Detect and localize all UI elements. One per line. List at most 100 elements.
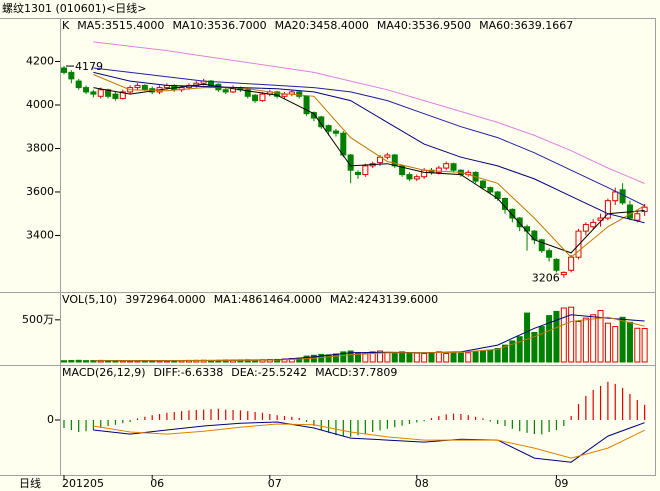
candle-body bbox=[281, 93, 288, 97]
ma-line bbox=[93, 83, 645, 254]
volume-bar bbox=[502, 344, 508, 363]
volume-bar bbox=[516, 336, 523, 363]
legend-entry: 3972964.0000 bbox=[125, 293, 205, 306]
volume-bar bbox=[524, 312, 531, 363]
candle-body bbox=[318, 116, 325, 128]
volume-bar bbox=[612, 326, 619, 363]
candle-body bbox=[296, 91, 303, 97]
candle-body bbox=[340, 132, 347, 156]
legend-entry: MA1:4861464.0000 bbox=[214, 293, 322, 306]
y-tick-label: 0 bbox=[47, 413, 54, 426]
legend-entry: MA20:3458.4000 bbox=[275, 19, 369, 32]
candle-body bbox=[68, 71, 75, 80]
candle-body bbox=[332, 130, 339, 134]
candle-body bbox=[546, 250, 553, 258]
candle-body bbox=[362, 165, 369, 176]
volume-bar bbox=[457, 352, 464, 363]
low-label: 3206 bbox=[532, 272, 560, 285]
candle-body bbox=[575, 230, 582, 258]
legend-entry: DIFF:-6.6338 bbox=[154, 366, 224, 379]
candle-body bbox=[119, 91, 126, 99]
candle-body bbox=[244, 89, 251, 97]
candle-body bbox=[502, 197, 508, 210]
volume-bar bbox=[494, 348, 501, 363]
x-axis-label: 日线 bbox=[19, 476, 41, 490]
candle-body bbox=[641, 206, 648, 213]
volume-bar bbox=[384, 352, 391, 363]
legend-entry: MA40:3536.9500 bbox=[377, 19, 471, 32]
legend-entry: MA2:4243139.6000 bbox=[330, 293, 438, 306]
candle-body bbox=[619, 189, 626, 204]
volume-bar bbox=[450, 351, 457, 363]
legend-entry: MA10:3536.7000 bbox=[172, 19, 266, 32]
legend-entry: MA60:3639.1667 bbox=[479, 19, 573, 32]
candle-body bbox=[435, 167, 442, 173]
candle-body bbox=[325, 125, 332, 132]
volume-bar bbox=[590, 314, 597, 363]
candle-body bbox=[259, 93, 266, 102]
candle-body bbox=[97, 89, 104, 97]
ma-line bbox=[93, 71, 645, 224]
volume-bar bbox=[340, 351, 347, 363]
volume-bar bbox=[362, 353, 369, 363]
candle-body bbox=[384, 154, 391, 158]
candle-body bbox=[222, 89, 229, 93]
volume-bar bbox=[634, 327, 641, 363]
x-tick-label: 07 bbox=[268, 477, 282, 490]
ma-line bbox=[93, 41, 645, 184]
x-tick-label: 09 bbox=[554, 477, 568, 490]
legend-entry: MACD:37.7809 bbox=[315, 366, 397, 379]
candle-body bbox=[421, 169, 428, 178]
volume-bar bbox=[369, 351, 376, 363]
volume-bar bbox=[68, 359, 75, 363]
volume-bar bbox=[597, 310, 604, 363]
candle-body bbox=[479, 180, 486, 189]
volume-bar bbox=[435, 351, 442, 363]
volume-bar bbox=[83, 360, 90, 363]
volume-bar bbox=[604, 322, 611, 363]
y-tick-label: 3400 bbox=[26, 228, 54, 241]
volume-bar bbox=[479, 350, 486, 363]
volume-bar bbox=[406, 352, 413, 363]
y-tick-label: 3600 bbox=[26, 185, 54, 198]
ma-line bbox=[93, 421, 645, 463]
ma-line bbox=[93, 67, 645, 207]
volume-bar bbox=[553, 310, 560, 363]
volume-bar bbox=[626, 321, 633, 363]
volume-bar bbox=[75, 359, 82, 363]
volume-bar bbox=[413, 352, 420, 363]
candle-body bbox=[75, 80, 82, 89]
volume-bar bbox=[61, 360, 67, 363]
legend-entry: VOL(5,10) bbox=[62, 293, 117, 306]
x-tick-label: 201205 bbox=[62, 477, 104, 490]
legend-entry: K bbox=[62, 19, 70, 32]
candle-body bbox=[391, 154, 398, 167]
candle-body bbox=[83, 87, 90, 93]
candle-body bbox=[399, 165, 406, 176]
legend-entry: MA5:3515.4000 bbox=[77, 19, 164, 32]
candle-body bbox=[604, 200, 611, 219]
ma-line bbox=[93, 74, 645, 258]
candle-body bbox=[612, 191, 619, 202]
candle-body bbox=[112, 93, 119, 99]
high-label: 4179 bbox=[75, 60, 103, 73]
candle-body bbox=[590, 221, 597, 228]
candle-body bbox=[487, 187, 494, 193]
candle-body bbox=[509, 208, 516, 219]
candle-body bbox=[303, 95, 310, 115]
volume-bar bbox=[421, 353, 428, 363]
ma-line bbox=[93, 316, 645, 362]
candle-body bbox=[355, 171, 361, 176]
volume-bar bbox=[428, 352, 435, 363]
candle-body bbox=[553, 258, 560, 271]
volume-bar bbox=[641, 327, 648, 363]
legend-entry: DEA:-25.5242 bbox=[231, 366, 307, 379]
candle-body bbox=[347, 154, 354, 171]
candle-body bbox=[252, 94, 259, 102]
volume-bar bbox=[575, 321, 582, 363]
page-title: 螺纹1301 (010601)<日线> bbox=[2, 1, 147, 15]
y-tick-label: 500万 bbox=[22, 313, 54, 326]
volume-bar bbox=[332, 353, 339, 363]
volume-bar bbox=[347, 350, 354, 363]
